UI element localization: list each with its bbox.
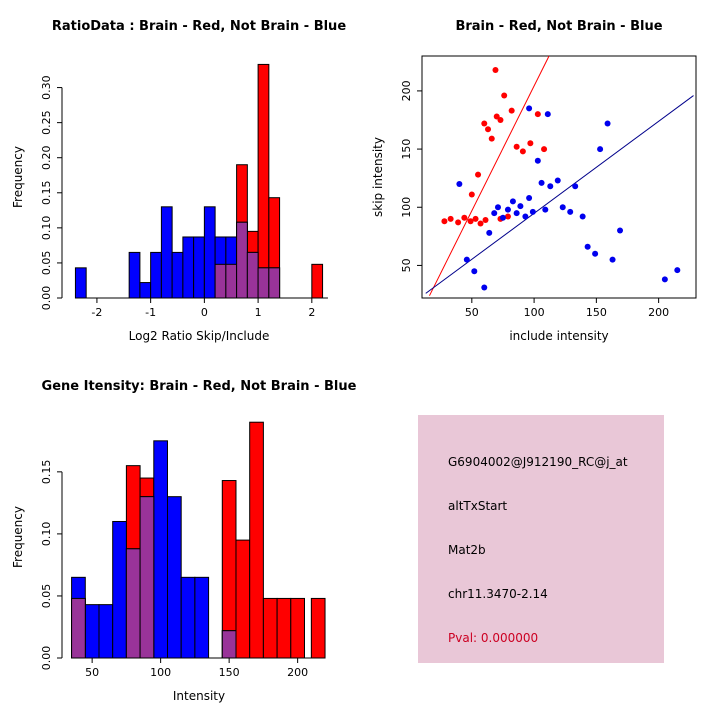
probe-id-text: G6904002@J912190_RC@j_at: [448, 455, 628, 469]
chart-canvas: Gene Itensity: Brain - Red, Not Brain - …: [11, 379, 357, 703]
chart-canvas: RatioData : Brain - Red, Not Brain - Blu…: [11, 19, 346, 343]
pval-text: Pval: 0.000000: [448, 631, 539, 645]
svg-text:0.10: 0.10: [40, 522, 53, 547]
svg-text:50: 50: [85, 666, 99, 679]
svg-text:150: 150: [400, 139, 413, 160]
panel-ratio-histogram: RatioData : Brain - Red, Not Brain - Blu…: [0, 0, 360, 360]
panel-info: G6904002@J912190_RC@j_at altTxStart Mat2…: [360, 360, 720, 720]
svg-text:0.05: 0.05: [40, 251, 53, 276]
svg-text:200: 200: [400, 80, 413, 101]
svg-text:Log2 Ratio Skip/Include: Log2 Ratio Skip/Include: [129, 329, 270, 343]
svg-text:0.10: 0.10: [40, 216, 53, 241]
svg-text:0.00: 0.00: [40, 646, 53, 671]
svg-text:0.15: 0.15: [40, 460, 53, 485]
svg-text:0.05: 0.05: [40, 584, 53, 609]
svg-text:Intensity: Intensity: [173, 689, 225, 703]
svg-text:0.25: 0.25: [40, 110, 53, 135]
info-box: G6904002@J912190_RC@j_at altTxStart Mat2…: [418, 415, 664, 663]
svg-text:100: 100: [150, 666, 171, 679]
gene-name-text: Mat2b: [448, 543, 486, 557]
svg-text:100: 100: [524, 306, 545, 319]
svg-text:1: 1: [255, 306, 262, 319]
event-type-text: altTxStart: [448, 499, 508, 513]
svg-text:Gene Itensity: Brain - Red, No: Gene Itensity: Brain - Red, Not Brain - …: [42, 379, 357, 394]
svg-text:0.20: 0.20: [40, 145, 53, 170]
svg-text:Frequency: Frequency: [11, 506, 25, 568]
svg-text:2: 2: [308, 306, 315, 319]
svg-text:100: 100: [400, 197, 413, 218]
svg-text:0.00: 0.00: [40, 286, 53, 311]
svg-text:50: 50: [465, 306, 479, 319]
svg-text:150: 150: [219, 666, 240, 679]
svg-text:Frequency: Frequency: [11, 146, 25, 208]
svg-text:RatioData : Brain - Red, Not B: RatioData : Brain - Red, Not Brain - Blu…: [52, 19, 346, 34]
svg-text:include intensity: include intensity: [509, 329, 608, 343]
svg-text:-2: -2: [91, 306, 102, 319]
svg-text:150: 150: [586, 306, 607, 319]
panel-gene-intensity-histogram: Gene Itensity: Brain - Red, Not Brain - …: [0, 360, 360, 720]
locus-text: chr11.3470-2.14: [448, 587, 548, 601]
svg-text:-1: -1: [145, 306, 156, 319]
svg-text:skip intensity: skip intensity: [371, 137, 385, 217]
chart-canvas: Brain - Red, Not Brain - Blue 50 100 150 200…: [371, 19, 697, 343]
svg-text:0.30: 0.30: [40, 75, 53, 100]
svg-text:0: 0: [201, 306, 208, 319]
panel-intensity-scatter: Brain - Red, Not Brain - Blue 50 100 150 200…: [360, 0, 720, 360]
svg-text:50: 50: [400, 258, 413, 272]
svg-text:200: 200: [648, 306, 669, 319]
svg-text:Brain - Red, Not Brain - Blue: Brain - Red, Not Brain - Blue: [455, 19, 662, 34]
svg-text:200: 200: [287, 666, 308, 679]
svg-text:0.15: 0.15: [40, 181, 53, 206]
